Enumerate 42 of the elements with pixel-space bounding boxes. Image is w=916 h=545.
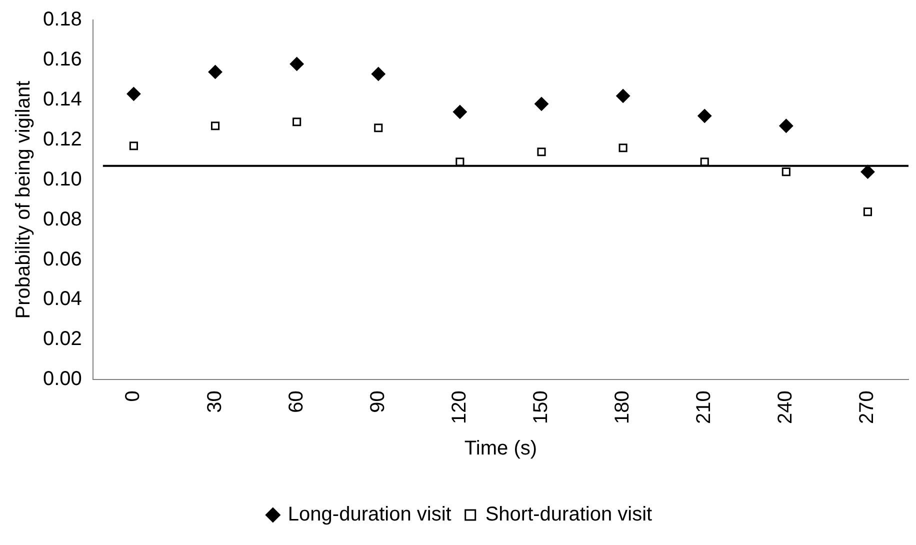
x-axis-title: Time (s): [464, 438, 537, 460]
y-tick-label: 0.18: [42, 8, 82, 31]
y-tick-label: 0.08: [42, 208, 82, 230]
x-tick-label: 120: [448, 390, 470, 424]
x-tick-label: 240: [774, 390, 797, 424]
x-tick-label: 60: [285, 390, 308, 413]
x-tick-label: 210: [693, 390, 716, 424]
point: [126, 86, 141, 101]
point: [129, 142, 138, 150]
y-tick-label: 0.04: [42, 288, 82, 310]
x-tick-label: 0: [122, 390, 144, 402]
point: [534, 96, 548, 111]
point: [208, 64, 222, 79]
point: [616, 88, 630, 103]
point: [452, 104, 467, 119]
x-tick-label: 270: [856, 390, 878, 424]
legend-label: Long-duration visit: [288, 504, 452, 526]
point: [860, 164, 875, 179]
y-tick-label: 0.12: [42, 128, 82, 150]
point: [374, 124, 383, 132]
point: [863, 208, 872, 216]
x-tick-label: 30: [204, 390, 226, 413]
y-tick-label: 0.16: [42, 48, 82, 70]
y-axis-title: Probability of being vigilant: [12, 80, 35, 319]
y-tick-label: 0.06: [42, 248, 82, 270]
y-tick-label: 0.00: [42, 368, 82, 390]
x-tick-label: 150: [530, 390, 552, 424]
legend-label: Short-duration visit: [485, 504, 653, 526]
point: [210, 122, 220, 130]
y-tick-label: 0.10: [42, 168, 82, 190]
y-tick-label: 0.14: [42, 88, 82, 110]
x-tick-label: 90: [366, 390, 389, 413]
point: [779, 118, 794, 133]
point: [698, 108, 712, 123]
point: [618, 144, 628, 152]
point: [371, 66, 386, 81]
point: [782, 168, 790, 176]
point: [292, 118, 302, 126]
x-tick-label: 180: [612, 390, 634, 424]
point: [537, 148, 546, 156]
y-tick-label: 0.02: [42, 328, 82, 350]
point: [290, 56, 304, 71]
